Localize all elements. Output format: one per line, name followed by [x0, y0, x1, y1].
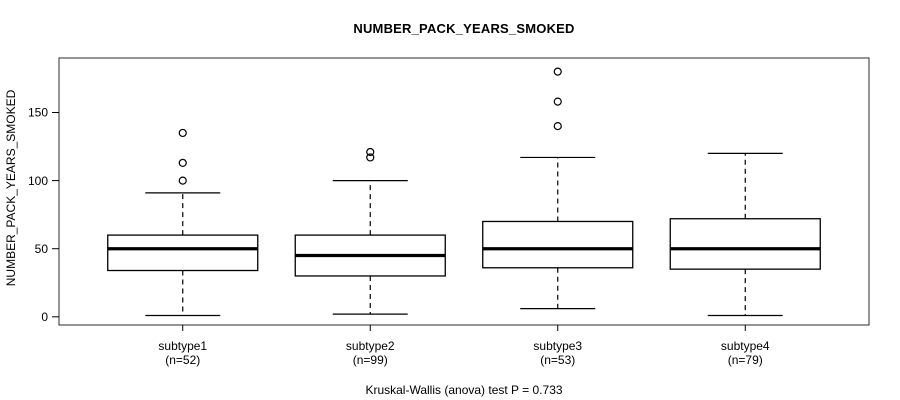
y-axis-tick-label: 100 [28, 174, 48, 188]
y-axis-tick-label: 150 [28, 106, 48, 120]
box-subtype4 [669, 218, 821, 270]
outlier-point-subtype2 [366, 153, 375, 162]
outlier-point-subtype3 [553, 97, 562, 106]
outlier-point-subtype1 [178, 158, 187, 167]
outlier-point-subtype1 [178, 176, 187, 185]
stat-test-caption: Kruskal-Wallis (anova) test P = 0.733 [365, 383, 563, 397]
x-axis-category-label-subtype2: subtype2 [346, 339, 395, 353]
box-subtype3 [482, 220, 634, 269]
x-axis-n-label-subtype4: (n=79) [728, 353, 763, 367]
outlier-point-subtype2 [366, 147, 375, 157]
y-axis-tick-label: 50 [35, 242, 49, 256]
y-axis-tick-label: 0 [41, 310, 48, 324]
plot-border [58, 57, 870, 326]
x-axis-n-label-subtype1: (n=52) [165, 353, 200, 367]
x-axis-category-label-subtype1: subtype1 [158, 339, 207, 353]
outlier-point-subtype1 [178, 128, 187, 138]
x-axis-n-label-subtype3: (n=53) [540, 353, 575, 367]
x-axis-category-label-subtype3: subtype3 [533, 339, 582, 353]
outlier-point-subtype3 [553, 122, 562, 131]
chart-title: NUMBER_PACK_YEARS_SMOKED [353, 21, 575, 36]
box-subtype1 [107, 234, 259, 272]
outlier-point-subtype3 [553, 67, 562, 76]
x-axis-n-label-subtype2: (n=99) [353, 353, 388, 367]
x-axis-category-label-subtype4: subtype4 [721, 339, 770, 353]
